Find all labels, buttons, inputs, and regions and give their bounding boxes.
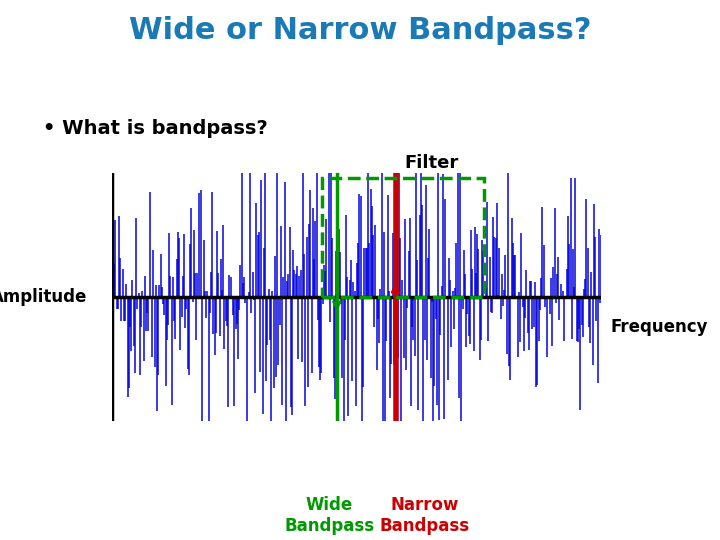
Bar xyxy=(322,178,484,297)
Text: Wide or Narrow Bandpass?: Wide or Narrow Bandpass? xyxy=(129,16,591,45)
Text: • What is bandpass?: • What is bandpass? xyxy=(43,119,268,138)
Text: Wide
Bandpass: Wide Bandpass xyxy=(284,496,374,535)
Text: Narrow
Bandpass: Narrow Bandpass xyxy=(379,496,469,535)
Text: Filter: Filter xyxy=(405,154,459,172)
Text: Frequency: Frequency xyxy=(611,318,708,336)
Text: Amplitude: Amplitude xyxy=(0,288,87,306)
